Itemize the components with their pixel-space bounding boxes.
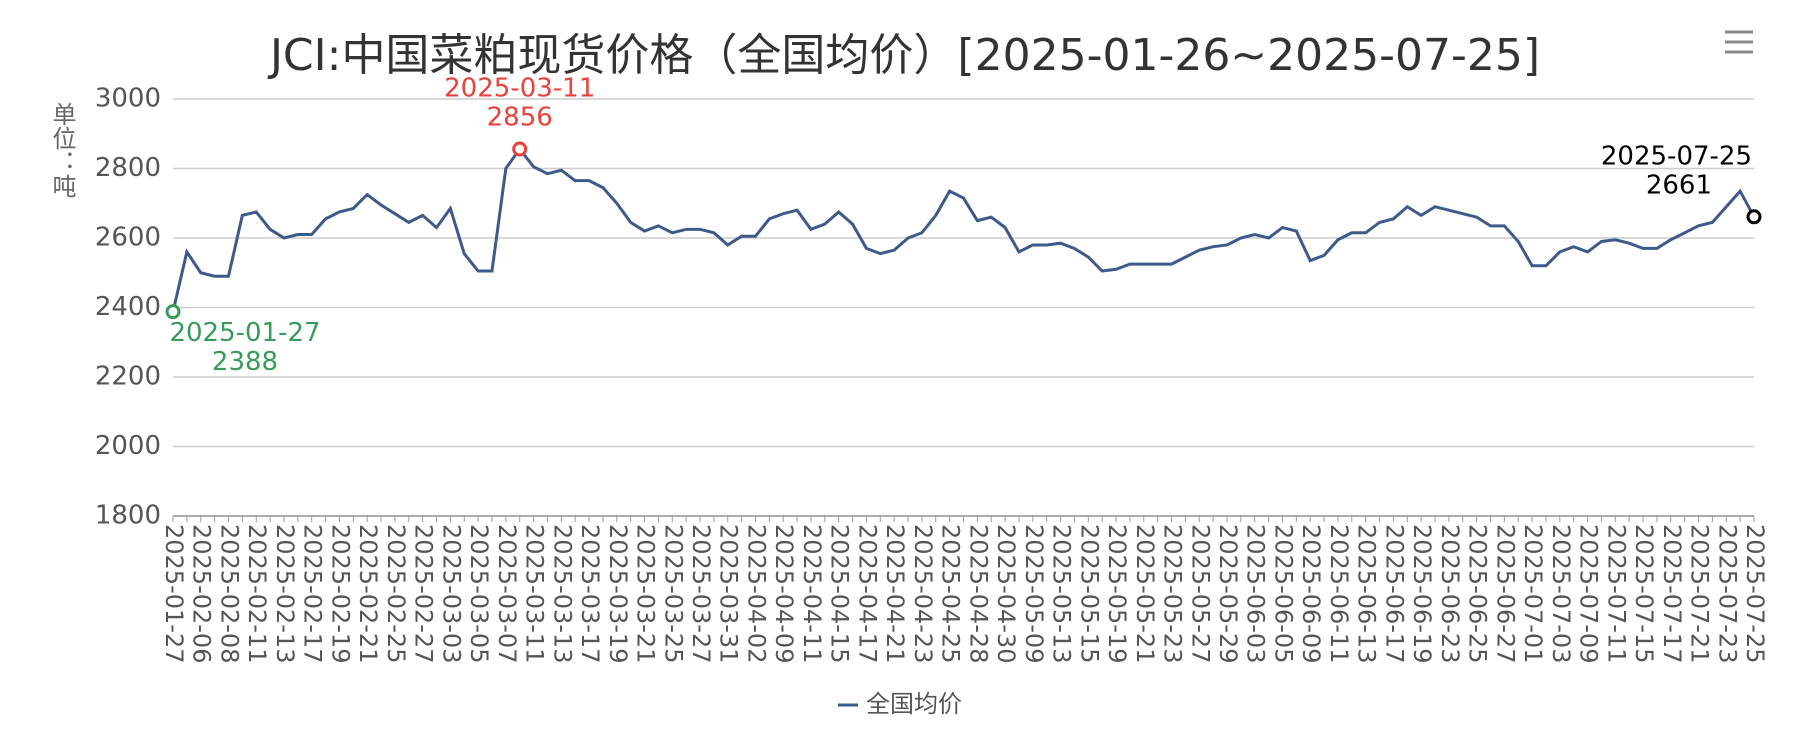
x-tick-label: 2025-07-01 <box>1519 524 1547 663</box>
annotation-marker <box>165 304 181 320</box>
x-tick-label: 2025-02-27 <box>410 524 438 663</box>
x-tick-label: 2025-05-13 <box>1048 524 1076 663</box>
x-tick-label: 2025-05-27 <box>1186 524 1214 663</box>
x-tick-label: 2025-06-11 <box>1325 524 1353 663</box>
x-tick-label: 2025-02-08 <box>215 524 243 663</box>
x-tick-label: 2025-01-27 <box>160 524 188 663</box>
x-tick-label: 2025-06-05 <box>1269 524 1297 663</box>
x-tick-label: 2025-06-13 <box>1353 524 1381 663</box>
x-tick-label: 2025-05-21 <box>1131 524 1159 663</box>
x-tick-label: 2025-04-30 <box>992 524 1020 663</box>
x-tick-label: 2025-03-05 <box>465 524 493 663</box>
x-tick-label: 2025-04-23 <box>909 524 937 663</box>
x-tick-label: 2025-03-11 <box>521 524 549 663</box>
annotation-value: 2388 <box>212 347 278 377</box>
x-tick-label: 2025-05-19 <box>1103 524 1131 663</box>
x-tick-label: 2025-07-11 <box>1602 524 1630 663</box>
y-tick-label: 3000 <box>95 84 161 114</box>
x-tick-label: 2025-06-23 <box>1436 524 1464 663</box>
x-tick-label: 2025-03-17 <box>576 524 604 663</box>
x-tick-label: 2025-02-19 <box>326 524 354 663</box>
x-tick-label: 2025-07-17 <box>1658 524 1686 663</box>
x-tick-label: 2025-02-13 <box>271 524 299 663</box>
line-series <box>171 146 1756 313</box>
x-tick-label: 2025-07-21 <box>1686 524 1714 663</box>
x-tick-label: 2025-06-19 <box>1408 524 1436 663</box>
x-tick-label: 2025-04-17 <box>853 524 881 663</box>
annotation-value: 2856 <box>487 103 553 133</box>
x-tick-label: 2025-07-09 <box>1575 524 1603 663</box>
x-tick-label: 2025-05-09 <box>1020 524 1048 663</box>
annotation-marker <box>512 141 528 157</box>
x-tick-label: 2025-05-23 <box>1159 524 1187 663</box>
x-tick-label: 2025-05-15 <box>1075 524 1103 663</box>
x-tick-label: 2025-04-02 <box>742 524 770 663</box>
x-tick-label: 2025-02-06 <box>188 524 216 663</box>
x-tick-label: 2025-04-11 <box>798 524 826 663</box>
y-tick-label: 2400 <box>95 292 161 322</box>
x-tick-label: 2025-07-15 <box>1630 524 1658 663</box>
x-tick-label: 2025-06-03 <box>1242 524 1270 663</box>
x-tick-label: 2025-03-19 <box>604 524 632 663</box>
x-tick-label: 2025-07-03 <box>1547 524 1575 663</box>
annotation-marker <box>1746 209 1762 225</box>
x-tick-label: 2025-03-21 <box>632 524 660 663</box>
y-tick-label: 2600 <box>95 223 161 253</box>
x-tick-label: 2025-06-27 <box>1491 524 1519 663</box>
x-tick-label: 2025-03-25 <box>659 524 687 663</box>
x-tick-label: 2025-04-09 <box>770 524 798 663</box>
x-tick-label: 2025-03-03 <box>437 524 465 663</box>
legend-label: 全国均价 <box>866 690 962 718</box>
x-tick-label: 2025-03-13 <box>548 524 576 663</box>
x-tick-label: 2025-06-09 <box>1297 524 1325 663</box>
x-tick-label: 2025-02-21 <box>354 524 382 663</box>
x-tick-label: 2025-04-25 <box>937 524 965 663</box>
x-tick-label: 2025-02-11 <box>243 524 271 663</box>
x-tick-label: 2025-07-25 <box>1741 524 1769 663</box>
annotation-value: 2661 <box>1646 170 1712 200</box>
y-tick-label: 1800 <box>95 501 161 531</box>
x-tick-label: 2025-06-17 <box>1380 524 1408 663</box>
y-tick-label: 2200 <box>95 362 161 392</box>
chart-title: JCI:中国菜粕现货价格（全国均价）[2025-01-26~2025-07-25… <box>267 30 1540 81</box>
annotation-date: 2025-03-11 <box>444 74 595 104</box>
y-axis-label: 单位：吨 <box>48 102 76 198</box>
x-tick-label: 2025-05-29 <box>1214 524 1242 663</box>
x-tick-label: 2025-03-31 <box>715 524 743 663</box>
x-tick-label: 2025-03-07 <box>493 524 521 663</box>
x-tick-label: 2025-02-17 <box>299 524 327 663</box>
x-tick-label: 2025-04-28 <box>964 524 992 663</box>
x-tick-label: 2025-07-23 <box>1713 524 1741 663</box>
x-tick-label: 2025-02-25 <box>382 524 410 663</box>
y-tick-label: 2000 <box>95 431 161 461</box>
y-tick-label: 2800 <box>95 153 161 183</box>
annotation-date: 2025-07-25 <box>1601 141 1752 171</box>
x-tick-label: 2025-06-25 <box>1464 524 1492 663</box>
x-tick-label: 2025-04-15 <box>826 524 854 663</box>
menu-icon[interactable] <box>1725 30 1753 54</box>
annotation-date: 2025-01-27 <box>169 318 320 348</box>
x-tick-label: 2025-04-21 <box>881 524 909 663</box>
x-tick-label: 2025-03-27 <box>687 524 715 663</box>
